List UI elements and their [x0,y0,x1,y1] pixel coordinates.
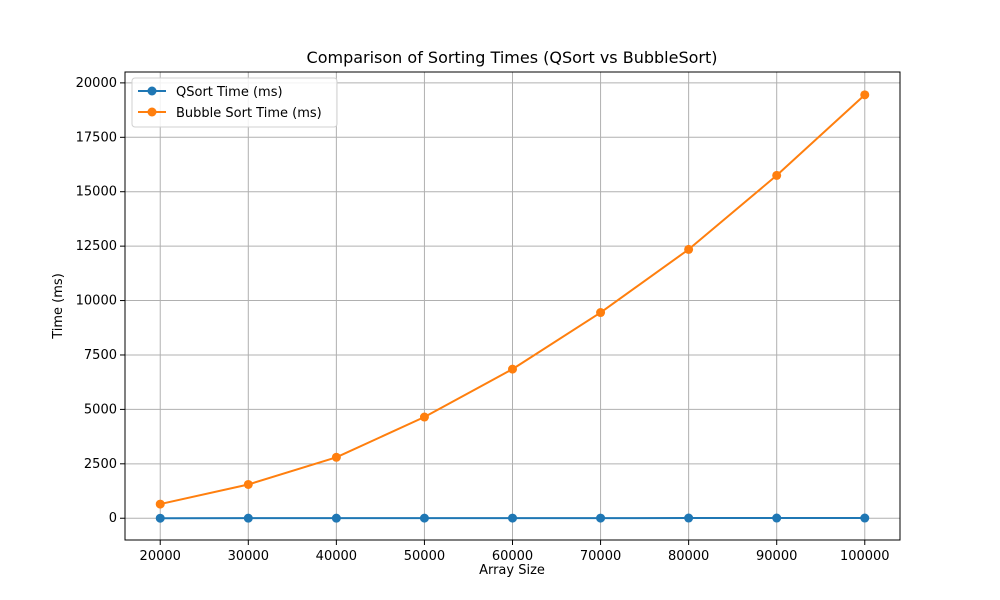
y-tick-label-0: 0 [109,511,117,526]
x-tick-label-20000: 20000 [140,549,181,564]
series-1-point-40000 [331,452,341,462]
x-tick-label-40000: 40000 [316,549,357,564]
y-tick-label-12500: 12500 [76,239,117,254]
series-1-point-60000 [508,364,517,374]
series-1-point-50000 [419,412,429,422]
series-0-point-20000 [155,513,165,523]
tick-layer: 20000 30000 40000 50000 60000 70000 80000 90000… [76,76,890,564]
y-tick-label-7500: 7500 [84,348,117,363]
legend-label-qsort: QSort Time (ms) [176,85,283,100]
series-1-point-70000 [596,308,606,318]
y-tick-label-15000: 15000 [76,185,117,200]
series-0-point-70000 [596,513,606,523]
x-tick-label-60000: 60000 [492,549,533,564]
legend-label-bubble-sort: Bubble Sort Time (ms) [176,106,322,121]
y-axis-label: Time (ms) [51,273,66,340]
series-0-point-50000 [419,513,429,523]
series-1-point-80000 [684,244,694,254]
y-tick-label-5000: 5000 [84,402,117,417]
x-axis-label: Array Size [479,563,545,578]
legend: QSort Time (ms) Bubble Sort Time (ms) [131,77,338,128]
series-0-point-30000 [243,513,253,523]
series-0-point-90000 [772,513,782,523]
x-tick-label-50000: 50000 [404,549,445,564]
legend-marker-qsort [147,86,157,96]
series-1-point-30000 [243,479,253,489]
legend-marker-bubble-sort [147,107,157,117]
series-0-point-100000 [860,513,870,523]
series-layer [155,90,870,523]
y-tick-label-17500: 17500 [76,130,117,145]
x-tick-label-80000: 80000 [668,549,709,564]
series-0-point-40000 [331,513,341,523]
series-0-point-60000 [508,513,517,523]
y-tick-label-10000: 10000 [76,294,117,309]
x-tick-label-100000: 100000 [840,549,890,564]
x-tick-label-70000: 70000 [580,549,621,564]
chart-title: Comparison of Sorting Times (QSort vs Bu… [307,48,718,67]
series-1-point-20000 [155,499,165,509]
y-tick-label-20000: 20000 [76,76,117,91]
legend-box [131,77,338,128]
series-0-point-80000 [684,513,694,523]
series-1-point-100000 [860,90,870,100]
x-tick-label-90000: 90000 [756,549,797,564]
x-tick-label-30000: 30000 [228,549,269,564]
series-1-point-90000 [772,170,782,180]
y-tick-label-2500: 2500 [84,457,117,472]
